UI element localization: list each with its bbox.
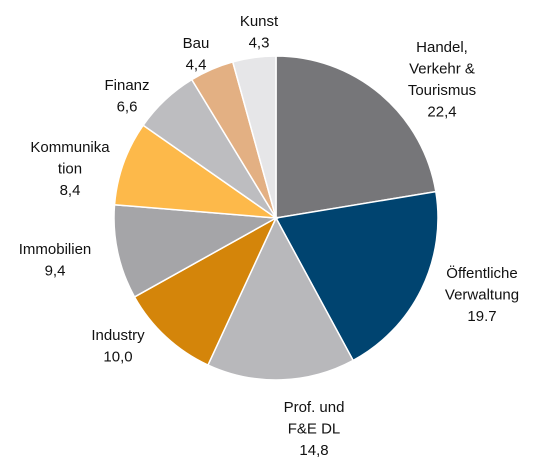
slice-label: Finanz [104, 77, 149, 94]
slice-label: Immobilien [19, 241, 92, 258]
slice-label: Kunst [240, 13, 279, 30]
slice-label: Prof. und [284, 399, 345, 416]
pie-slice [206, 216, 355, 381]
value-label: 22,4 [427, 103, 456, 120]
slice-label: Verkehr & [409, 60, 475, 77]
slice-label: Industry [91, 327, 145, 344]
slice-label: Handel, [416, 39, 468, 56]
pie-slice [133, 216, 278, 367]
value-label: 9,4 [45, 262, 66, 279]
pie-slice [113, 124, 279, 219]
slice-label: Bau [183, 35, 210, 52]
value-label: 14,8 [299, 442, 328, 458]
value-label: 8,4 [60, 182, 81, 199]
slice-label: Verwaltung [445, 286, 519, 303]
value-label: 6,6 [117, 98, 138, 115]
value-label: 4,3 [249, 34, 270, 51]
slice-label: Kommunika [30, 139, 110, 156]
value-label: 4,4 [186, 56, 207, 73]
value-label: 10,0 [103, 348, 132, 365]
pie-slice [231, 55, 277, 219]
slice-label: Tourismus [408, 82, 476, 99]
slice-label: Öffentliche [446, 264, 517, 282]
value-label: 19.7 [467, 308, 496, 325]
pie-slice [113, 203, 279, 298]
pie-slice [274, 190, 439, 362]
pie-slice [275, 55, 437, 219]
slice-label: tion [58, 160, 82, 177]
slice-label: F&E DL [288, 420, 341, 437]
